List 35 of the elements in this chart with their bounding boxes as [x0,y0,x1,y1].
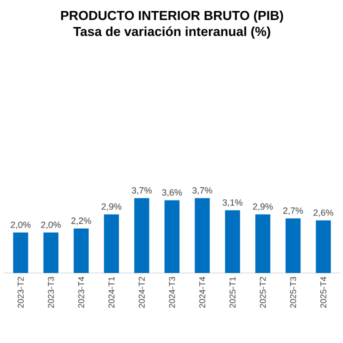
chart-subtitle: Tasa de variación interanual (%) [73,26,270,39]
bar [316,220,331,273]
bar [286,218,301,273]
x-tick-label: 2023-T2 [18,276,24,308]
data-label: 3,1% [222,199,242,207]
x-tick-label: 2025-T3 [290,276,296,308]
bar [13,232,28,273]
data-label: 2,9% [102,203,122,211]
x-tick-label: 2023-T4 [78,276,84,308]
x-tick-label: 2025-T1 [230,276,236,308]
chart-title: PRODUCTO INTERIOR BRUTO (PIB) [61,10,284,23]
bar [43,232,58,273]
x-tick-label: 2024-T4 [199,276,206,308]
x-tick-label: 2024-T1 [108,276,114,308]
data-label: 2,6% [314,209,334,217]
data-label: 2,9% [253,203,273,211]
x-tick-label: 2023-T3 [48,276,54,308]
bar [194,198,210,273]
x-tick-label: 2024-T3 [169,276,176,308]
data-label: 2,7% [283,207,304,215]
bar [164,200,180,273]
bar [225,210,240,273]
x-tick-label: 2025-T2 [260,276,266,308]
bar [255,214,270,273]
data-label: 3,6% [162,189,182,197]
data-label: 2,0% [10,222,31,230]
data-label: 2,0% [41,222,61,230]
data-label: 3,7% [132,187,152,195]
x-tick-label: 2025-T4 [320,276,326,308]
bar [74,228,89,273]
bar [104,214,119,273]
bar [134,198,150,273]
data-label: 3,7% [192,187,212,195]
data-label: 2,2% [71,218,92,225]
x-tick-label: 2024-T2 [138,276,145,308]
